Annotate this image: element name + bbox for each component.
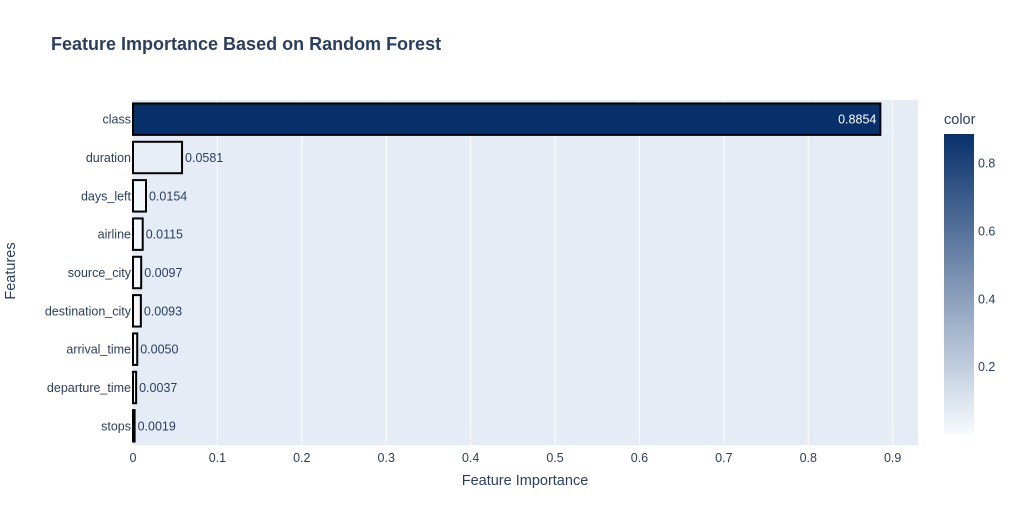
- y-tick-label: stops: [101, 419, 131, 433]
- plot-background: [133, 100, 918, 445]
- y-tick-label: duration: [86, 151, 131, 165]
- bar-departure_time: [132, 370, 138, 405]
- x-tick-label: 0.3: [378, 451, 395, 465]
- bar-stops: [132, 409, 136, 443]
- colorbar-tick-label: 0.6: [978, 224, 995, 238]
- data-label-stops: 0.0019: [138, 419, 176, 433]
- x-tick-label: 0.9: [884, 451, 901, 465]
- y-tick-label: class: [103, 113, 131, 127]
- data-label-duration: 0.0581: [185, 151, 223, 165]
- bar-days_left: [132, 179, 147, 213]
- y-tick-label: departure_time: [47, 381, 131, 395]
- x-tick-label: 0.5: [546, 451, 563, 465]
- x-tick-label: 0.6: [631, 451, 648, 465]
- colorbar-tick-label: 0.4: [978, 292, 995, 306]
- data-label-class: 0.8854: [838, 113, 876, 127]
- data-label-departure_time: 0.0037: [139, 381, 177, 395]
- y-tick-label: destination_city: [45, 304, 132, 318]
- chart-title: Feature Importance Based on Random Fores…: [51, 34, 441, 54]
- data-label-arrival_time: 0.0050: [140, 343, 178, 357]
- bar-class: [132, 102, 882, 136]
- x-tick-label: 0.2: [293, 451, 310, 465]
- y-tick-label: arrival_time: [66, 343, 131, 357]
- y-tick-label: airline: [98, 228, 131, 242]
- bar-destination_city: [132, 294, 142, 328]
- bar-arrival_time: [132, 332, 139, 366]
- colorbar: [944, 134, 974, 434]
- colorbar-tick-label: 0.2: [978, 360, 995, 374]
- x-tick-label: 0.8: [800, 451, 817, 465]
- bars: 0.8854 0.0581 0.0154 0.0115 0.0097 0.0093 0.00…: [132, 102, 882, 443]
- x-axis-tick-labels: 0 0.1 0.2 0.3 0.4 0.5 0.6 0.7 0.8 0.9: [130, 451, 902, 465]
- bar-duration: [132, 140, 184, 175]
- bar-source_city: [132, 255, 143, 290]
- data-label-destination_city: 0.0093: [144, 304, 182, 318]
- x-tick-label: 0.4: [462, 451, 479, 465]
- bar-airline: [132, 217, 144, 251]
- x-axis-title: Feature Importance: [462, 473, 589, 489]
- colorbar-tick-label: 0.8: [978, 156, 995, 170]
- data-label-airline: 0.0115: [146, 228, 183, 242]
- data-label-source_city: 0.0097: [144, 266, 182, 280]
- colorbar-title: color: [944, 112, 976, 128]
- y-axis-title: Features: [3, 242, 19, 299]
- x-tick-label: 0: [130, 451, 137, 465]
- grid-lines: [216, 100, 894, 445]
- colorbar-tick-labels: 0.2 0.4 0.6 0.8: [978, 156, 995, 374]
- x-tick-label: 0.1: [209, 451, 226, 465]
- data-label-days_left: 0.0154: [149, 189, 187, 203]
- y-tick-label: source_city: [68, 266, 132, 280]
- x-tick-label: 0.7: [715, 451, 732, 465]
- y-tick-label: days_left: [81, 189, 132, 203]
